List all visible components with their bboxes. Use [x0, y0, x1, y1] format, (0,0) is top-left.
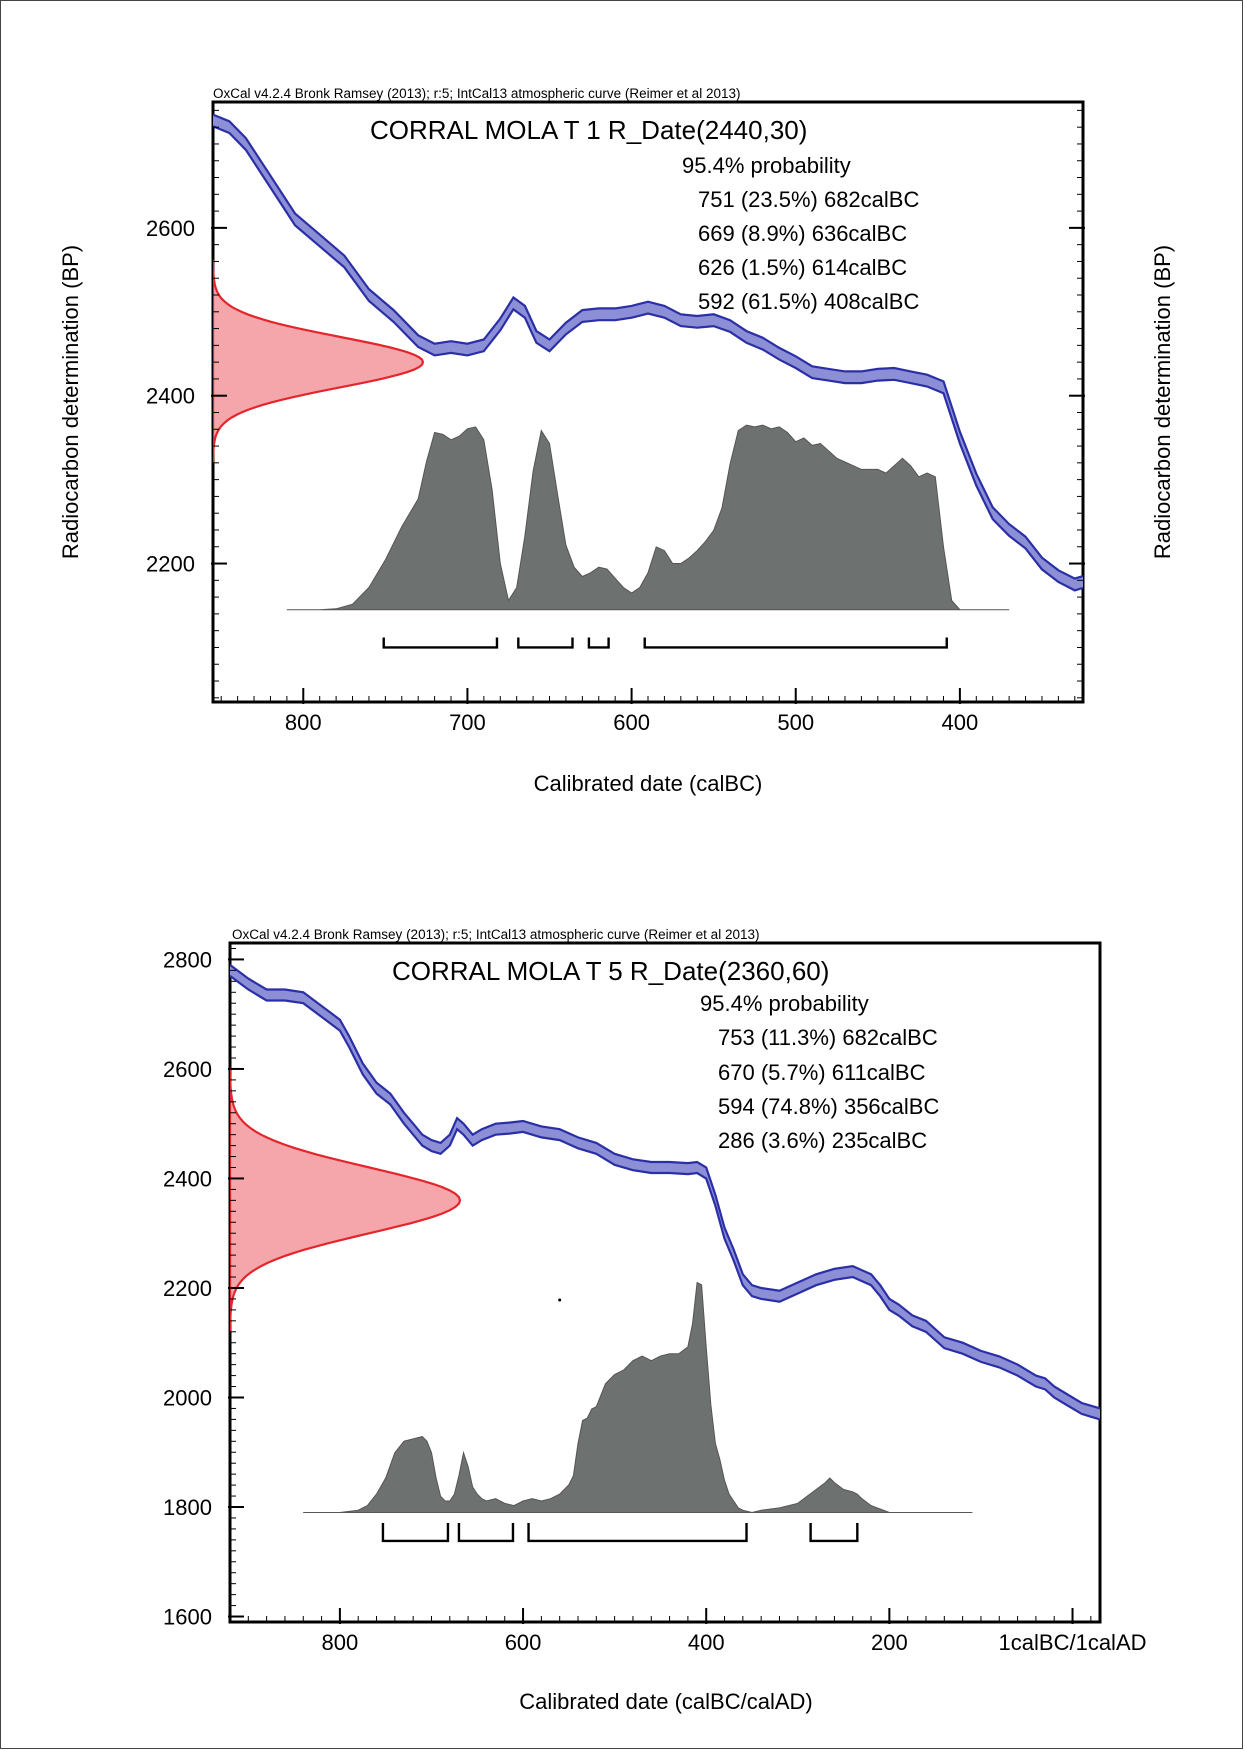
posterior-distribution: [286, 424, 1010, 611]
x-axis-label: Calibrated date (calBC/calAD): [519, 1689, 812, 1714]
y-tick-label: 2800: [163, 947, 212, 972]
curve-upper-line: [230, 964, 1100, 1410]
range-bracket: [809, 1522, 859, 1543]
range-bracket: [643, 637, 948, 649]
posterior-distribution: [303, 1281, 973, 1514]
probability-label: 95.4% probability: [682, 153, 851, 178]
chart-title: CORRAL MOLA T 5 R_Date(2360,60): [392, 956, 829, 986]
chart-title: CORRAL MOLA T 1 R_Date(2440,30): [370, 115, 807, 145]
range-bracket: [517, 637, 574, 649]
chart-top: OxCal v4.2.4 Bronk Ramsey (2013); r:5; I…: [58, 86, 1175, 796]
axes: 800 700 600 500 400 2600 2400 2200: [146, 109, 1085, 735]
y-tick-label: 2600: [163, 1057, 212, 1082]
y-tick-label: 2200: [163, 1276, 212, 1301]
x-tick-label: 800: [322, 1630, 359, 1655]
x-tick-label: 600: [505, 1630, 542, 1655]
y-tick-label: 2000: [163, 1385, 212, 1410]
x-tick-label: 400: [942, 710, 979, 735]
calibration-curve: [213, 113, 1083, 592]
y-tick-label: 2600: [146, 216, 195, 241]
calibration-curve: [230, 964, 1100, 1421]
range-bracket: [457, 1522, 515, 1543]
measurement-distribution: [230, 1067, 462, 1332]
range-label: 670 (5.7%) 611calBC: [718, 1060, 926, 1085]
range-brackets: [382, 637, 948, 649]
y-tick-label: 2400: [146, 384, 195, 409]
y-tick-label: 1600: [163, 1605, 212, 1630]
plot-frame: [228, 941, 1102, 1624]
range-bracket: [527, 1522, 748, 1543]
range-label: 286 (3.6%) 235calBC: [718, 1128, 927, 1153]
axes: 800 600 400 200 1calBC/1calAD 2800 2600 2400 220…: [163, 947, 1146, 1655]
x-tick-label: 500: [777, 710, 814, 735]
measurement-curve: [213, 259, 425, 463]
range-label: 751 (23.5%) 682calBC: [698, 187, 919, 212]
x-axis-label: Calibrated date (calBC): [534, 771, 763, 796]
curve-upper-line: [213, 113, 1083, 580]
y-axis-label: Radiocarbon determination (BP): [58, 245, 83, 559]
y-tick-label: 2400: [163, 1166, 212, 1191]
x-tick-label: 800: [285, 710, 322, 735]
chart-header: OxCal v4.2.4 Bronk Ramsey (2013); r:5; I…: [232, 927, 759, 942]
curve-lower-line: [230, 975, 1100, 1421]
range-bracket: [382, 637, 499, 649]
range-bracket: [381, 1522, 450, 1543]
posterior-area: [286, 424, 1010, 611]
range-label: 669 (8.9%) 636calBC: [698, 221, 907, 246]
y-tick-label: 1800: [163, 1495, 212, 1520]
x-tick-label: 1calBC/1calAD: [999, 1630, 1147, 1655]
x-tick-label: 600: [613, 710, 650, 735]
stray-dot: [558, 1298, 562, 1302]
range-bracket: [587, 637, 610, 649]
y-tick-label: 2200: [146, 552, 195, 577]
curve-lower-line: [213, 125, 1083, 592]
range-label: 626 (1.5%) 614calBC: [698, 255, 907, 280]
y-axis-label-right: Radiocarbon determination (BP): [1150, 245, 1175, 559]
measurement-distribution: [213, 259, 425, 463]
range-brackets: [381, 1522, 859, 1543]
curve-band: [230, 964, 1100, 1420]
measurement-curve: [230, 1067, 462, 1332]
posterior-area: [303, 1281, 973, 1514]
probability-label: 95.4% probability: [700, 991, 869, 1016]
chart-bottom: OxCal v4.2.4 Bronk Ramsey (2013); r:5; I…: [163, 927, 1146, 1714]
x-tick-label: 400: [688, 1630, 725, 1655]
plot-frame: [211, 100, 1085, 704]
x-tick-label: 700: [449, 710, 486, 735]
range-label: 592 (61.5%) 408calBC: [698, 289, 919, 314]
range-label: 753 (11.3%) 682calBC: [718, 1025, 938, 1050]
x-tick-label: 200: [871, 1630, 908, 1655]
range-label: 594 (74.8%) 356calBC: [718, 1094, 939, 1119]
chart-header: OxCal v4.2.4 Bronk Ramsey (2013); r:5; I…: [213, 86, 740, 101]
